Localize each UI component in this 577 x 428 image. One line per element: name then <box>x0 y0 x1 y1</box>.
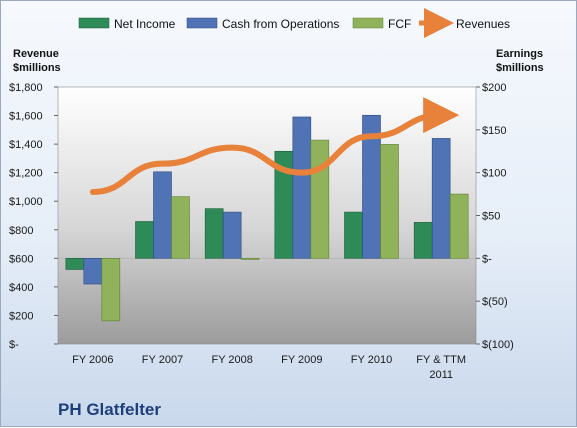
right-axis-title-line1: Earnings <box>496 48 543 60</box>
legend-swatch-net-income <box>79 18 109 28</box>
left-tick-label: $400 <box>9 282 33 294</box>
left-tick-label: $200 <box>9 310 33 322</box>
bar-cash-from-operations <box>154 172 172 259</box>
legend-item-net-income: Net Income <box>79 17 176 31</box>
x-tick-label: FY 2010 <box>351 354 392 366</box>
left-tick-label: $600 <box>9 253 33 265</box>
bar-net-income <box>205 209 223 259</box>
legend: Net Income Cash from Operations FCF Reve… <box>79 17 510 31</box>
bar-cash-from-operations <box>432 138 450 258</box>
x-axis-ticks: FY 2006 FY 2007 FY 2008 FY 2009 FY 2010 FY & … <box>72 354 466 381</box>
right-tick-label: $(100) <box>482 339 514 351</box>
legend-item-cash-from-operations: Cash from Operations <box>187 17 339 31</box>
legend-label-revenues: Revenues <box>456 17 510 31</box>
left-axis-title-line1: Revenue <box>13 48 59 60</box>
bar-cash-from-operations <box>293 117 311 258</box>
x-tick-label: FY 2006 <box>72 354 113 366</box>
bar-fcf <box>450 194 468 258</box>
right-axis-title-line2: $millions <box>496 62 544 74</box>
bar-fcf <box>381 144 399 258</box>
right-tick-label: $100 <box>482 168 506 180</box>
legend-item-revenues: Revenues <box>419 17 510 31</box>
bar-net-income <box>66 258 84 269</box>
x-tick-label: FY 2007 <box>142 354 183 366</box>
right-tick-label: $- <box>482 253 492 265</box>
legend-label-cash-from-operations: Cash from Operations <box>222 17 339 31</box>
bar-fcf <box>241 258 259 259</box>
right-axis-ticks: $(100) $(50) $- $50 $100 $150 $200 <box>476 82 514 351</box>
legend-swatch-fcf <box>353 18 383 28</box>
right-tick-label: $50 <box>482 211 500 223</box>
right-tick-label: $200 <box>482 82 506 94</box>
left-tick-label: $1,200 <box>9 168 43 180</box>
chart-title: PH Glatfelter <box>58 400 161 419</box>
x-tick-label: FY 2009 <box>281 354 322 366</box>
left-axis-title-line2: $millions <box>13 62 61 74</box>
bar-cash-from-operations <box>84 258 102 284</box>
bar-net-income <box>414 222 432 258</box>
bar-cash-from-operations <box>223 212 241 258</box>
legend-swatch-cash-from-operations <box>187 18 217 28</box>
x-tick-label: FY 2008 <box>211 354 252 366</box>
left-axis-ticks: $- $200 $400 $600 $800 $1,000 $1,200 $1,400 $1,6… <box>9 82 58 351</box>
bar-fcf <box>172 197 190 259</box>
left-tick-label: $1,000 <box>9 196 43 208</box>
left-tick-label: $1,800 <box>9 82 43 94</box>
left-tick-label: $1,600 <box>9 111 43 123</box>
left-tick-label: $- <box>9 339 19 351</box>
right-tick-label: $150 <box>482 125 506 137</box>
left-tick-label: $1,400 <box>9 139 43 151</box>
bar-net-income <box>345 212 363 258</box>
bar-fcf <box>102 258 120 321</box>
right-tick-label: $(50) <box>482 296 508 308</box>
legend-label-fcf: FCF <box>388 17 411 31</box>
legend-item-fcf: FCF <box>353 17 411 31</box>
left-tick-label: $800 <box>9 225 33 237</box>
bar-fcf <box>311 140 329 258</box>
plot-area <box>58 87 476 344</box>
bar-net-income <box>136 221 154 258</box>
legend-label-net-income: Net Income <box>114 17 176 31</box>
